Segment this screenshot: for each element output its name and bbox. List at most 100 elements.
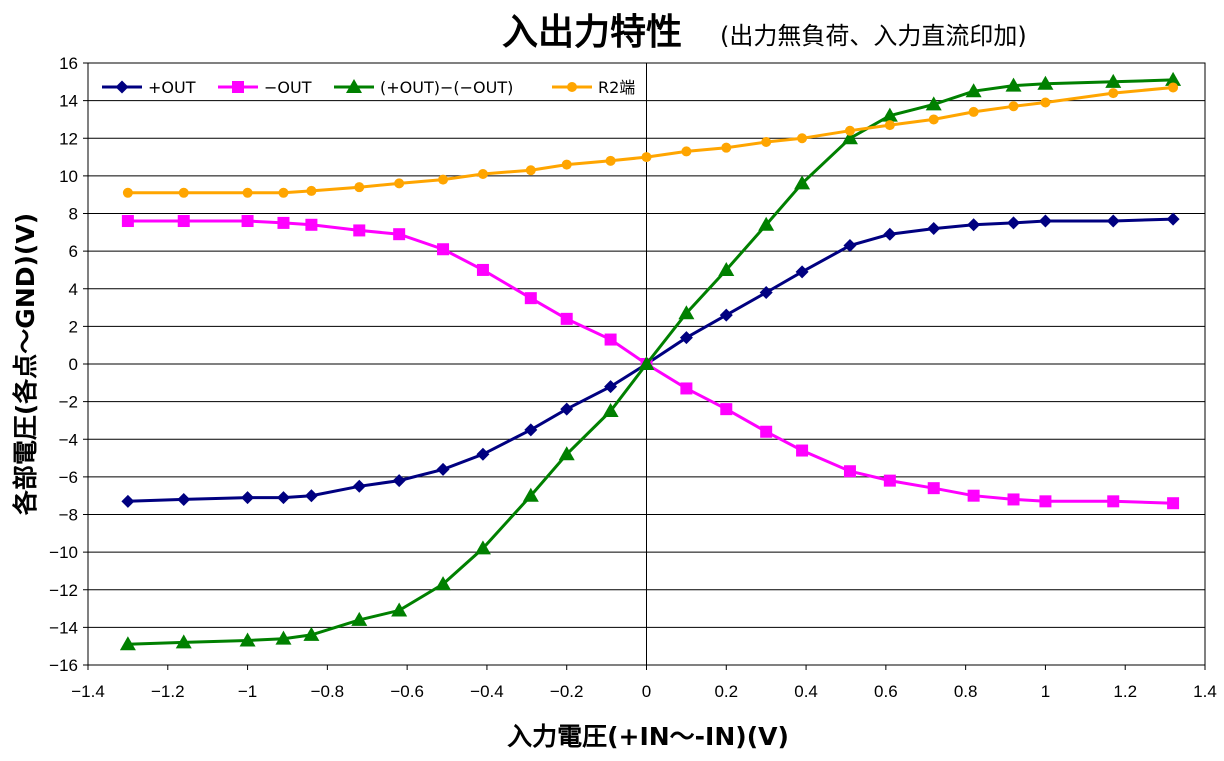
- x-tick-label: 0.2: [714, 682, 738, 701]
- data-point: [968, 106, 979, 117]
- data-point: [1165, 71, 1182, 86]
- series-3: [119, 71, 1182, 651]
- data-point: [884, 120, 895, 131]
- data-point: [1167, 497, 1180, 510]
- y-tick-label: 6: [69, 242, 78, 261]
- data-point: [241, 491, 255, 505]
- legend-entry-2: −OUT: [218, 78, 312, 97]
- y-tick-label: 2: [69, 317, 78, 336]
- data-point: [967, 218, 981, 232]
- y-tick-label: −12: [49, 581, 78, 600]
- data-point: [761, 137, 772, 148]
- data-point: [522, 487, 539, 502]
- data-point: [1168, 82, 1179, 93]
- data-point: [881, 107, 898, 122]
- x-tick-label: 1.4: [1193, 682, 1217, 701]
- data-point: [967, 489, 980, 502]
- data-point: [121, 215, 134, 228]
- y-tick-label: 8: [69, 205, 78, 224]
- data-point: [392, 474, 406, 488]
- data-point: [796, 444, 809, 457]
- x-tick-label: −1: [238, 682, 257, 701]
- data-point: [1005, 77, 1022, 92]
- legend-label: +OUT: [148, 78, 196, 97]
- data-point: [476, 447, 490, 461]
- data-point: [604, 333, 617, 346]
- data-point: [303, 626, 320, 641]
- data-point: [1007, 493, 1020, 506]
- data-point: [797, 133, 808, 144]
- y-tick-label: 14: [59, 92, 78, 111]
- chart-title: 入出力特性: [502, 12, 682, 53]
- y-tick-label: −10: [49, 543, 78, 562]
- legend-entry-1: +OUT: [102, 78, 196, 97]
- legend: +OUT −OUT (+OUT)−(−OUT) R2端: [102, 78, 635, 97]
- data-point: [758, 216, 775, 231]
- data-point: [1038, 214, 1052, 228]
- data-point: [177, 215, 190, 228]
- x-tick-label: −0.8: [311, 682, 345, 701]
- data-point: [602, 403, 619, 418]
- data-point: [679, 331, 693, 345]
- data-point: [721, 142, 732, 153]
- data-point: [927, 222, 941, 236]
- legend-marker: [115, 80, 129, 94]
- data-point: [841, 130, 858, 145]
- data-point: [121, 494, 135, 508]
- x-axis-title: 入力電圧(+IN～-IN)(V): [507, 722, 789, 751]
- data-point: [175, 634, 192, 649]
- legend-marker: [567, 82, 577, 92]
- data-point: [1007, 216, 1021, 230]
- y-tick-label: −16: [49, 656, 78, 675]
- data-point: [1008, 101, 1019, 112]
- data-point: [438, 174, 449, 185]
- y-tick-label: −4: [59, 430, 78, 449]
- series-group: [119, 71, 1182, 651]
- data-point: [394, 178, 405, 189]
- data-point: [681, 146, 692, 157]
- x-tick-label: 0.8: [954, 682, 978, 701]
- data-point: [718, 261, 735, 276]
- data-point: [928, 114, 939, 125]
- data-point: [759, 286, 773, 300]
- data-point: [561, 159, 572, 170]
- data-point: [351, 611, 368, 626]
- data-point: [119, 636, 136, 651]
- legend-label: R2端: [598, 78, 635, 97]
- x-tick-label: 1.2: [1113, 682, 1137, 701]
- data-point: [1037, 75, 1054, 90]
- data-point: [1107, 495, 1120, 508]
- data-point: [242, 187, 253, 198]
- y-tick-label: 0: [69, 355, 78, 374]
- data-point: [844, 125, 855, 136]
- y-tick-label: −8: [59, 506, 78, 525]
- data-point: [178, 187, 189, 198]
- x-tick-label: 0.4: [794, 682, 818, 701]
- data-point: [719, 308, 733, 322]
- y-tick-label: 12: [59, 129, 78, 148]
- data-point: [883, 474, 896, 487]
- data-point: [353, 224, 366, 237]
- y-tick-label: 4: [69, 280, 78, 299]
- data-point: [306, 185, 317, 196]
- y-tick-label: −6: [59, 468, 78, 487]
- y-axis-title: 各部電圧(各点～GND)(V): [11, 213, 40, 516]
- data-point: [927, 482, 940, 495]
- data-point: [354, 182, 365, 193]
- data-point: [1040, 97, 1051, 108]
- data-point: [276, 491, 290, 505]
- data-point: [524, 423, 538, 437]
- legend-entry-4: R2端: [552, 78, 635, 97]
- data-point: [965, 83, 982, 98]
- data-point: [843, 465, 856, 478]
- data-point: [391, 602, 408, 617]
- data-point: [638, 356, 655, 370]
- data-point: [476, 263, 489, 276]
- legend-label: (+OUT)−(−OUT): [380, 78, 513, 97]
- data-point: [177, 492, 191, 506]
- x-tick-label: 0: [642, 682, 651, 701]
- data-point: [278, 187, 289, 198]
